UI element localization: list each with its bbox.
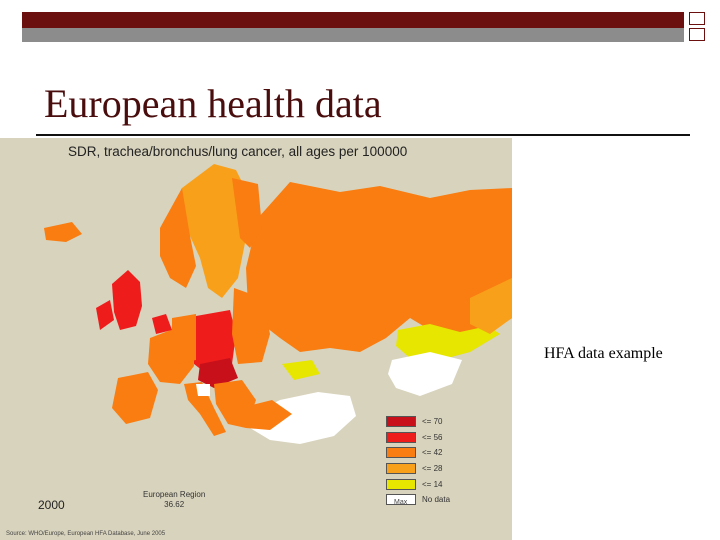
max-note: Max bbox=[394, 499, 407, 506]
corner-square-icon bbox=[689, 12, 705, 25]
region-iceland bbox=[44, 222, 82, 242]
legend-label: <= 14 bbox=[422, 480, 442, 489]
region-ireland bbox=[96, 300, 114, 330]
legend-label: <= 56 bbox=[422, 433, 442, 442]
legend-swatch bbox=[386, 463, 416, 474]
legend-swatch bbox=[386, 416, 416, 427]
region-caucasus bbox=[282, 360, 320, 380]
map-source: Source: WHO/Europe, European HFA Databas… bbox=[6, 531, 165, 537]
legend-item: <= 28 bbox=[386, 461, 450, 477]
legend-item: <= 56 bbox=[386, 430, 450, 446]
region-value: 36.62 bbox=[143, 500, 205, 510]
map-legend: <= 70 <= 56 <= 42 <= 28 <= 14 No data bbox=[386, 414, 450, 508]
legend-swatch bbox=[386, 479, 416, 490]
legend-item: <= 14 bbox=[386, 476, 450, 492]
region-label: European Region bbox=[143, 490, 205, 500]
map-year: 2000 bbox=[38, 498, 65, 512]
legend-swatch bbox=[386, 432, 416, 443]
legend-label: No data bbox=[422, 495, 450, 504]
legend-label: <= 70 bbox=[422, 417, 442, 426]
legend-label: <= 28 bbox=[422, 464, 442, 473]
choropleth-map: SDR, trachea/bronchus/lung cancer, all a… bbox=[0, 138, 512, 540]
legend-item: <= 70 bbox=[386, 414, 450, 430]
decorative-gray-band bbox=[22, 28, 684, 42]
legend-label: <= 42 bbox=[422, 448, 442, 457]
slide-title: European health data bbox=[44, 80, 382, 127]
title-divider bbox=[36, 134, 690, 136]
region-russia bbox=[246, 182, 512, 352]
slide-caption: HFA data example bbox=[544, 345, 663, 363]
corner-square-icon bbox=[689, 28, 705, 41]
decorative-top-bar bbox=[22, 12, 684, 28]
region-average: European Region 36.62 bbox=[143, 490, 205, 510]
map-title: SDR, trachea/bronchus/lung cancer, all a… bbox=[68, 144, 407, 159]
region-iberia bbox=[112, 372, 158, 424]
legend-item: <= 42 bbox=[386, 445, 450, 461]
region-balkan-nodata bbox=[196, 384, 210, 396]
legend-swatch bbox=[386, 447, 416, 458]
region-uk bbox=[112, 270, 142, 330]
region-central-asia bbox=[388, 352, 462, 396]
